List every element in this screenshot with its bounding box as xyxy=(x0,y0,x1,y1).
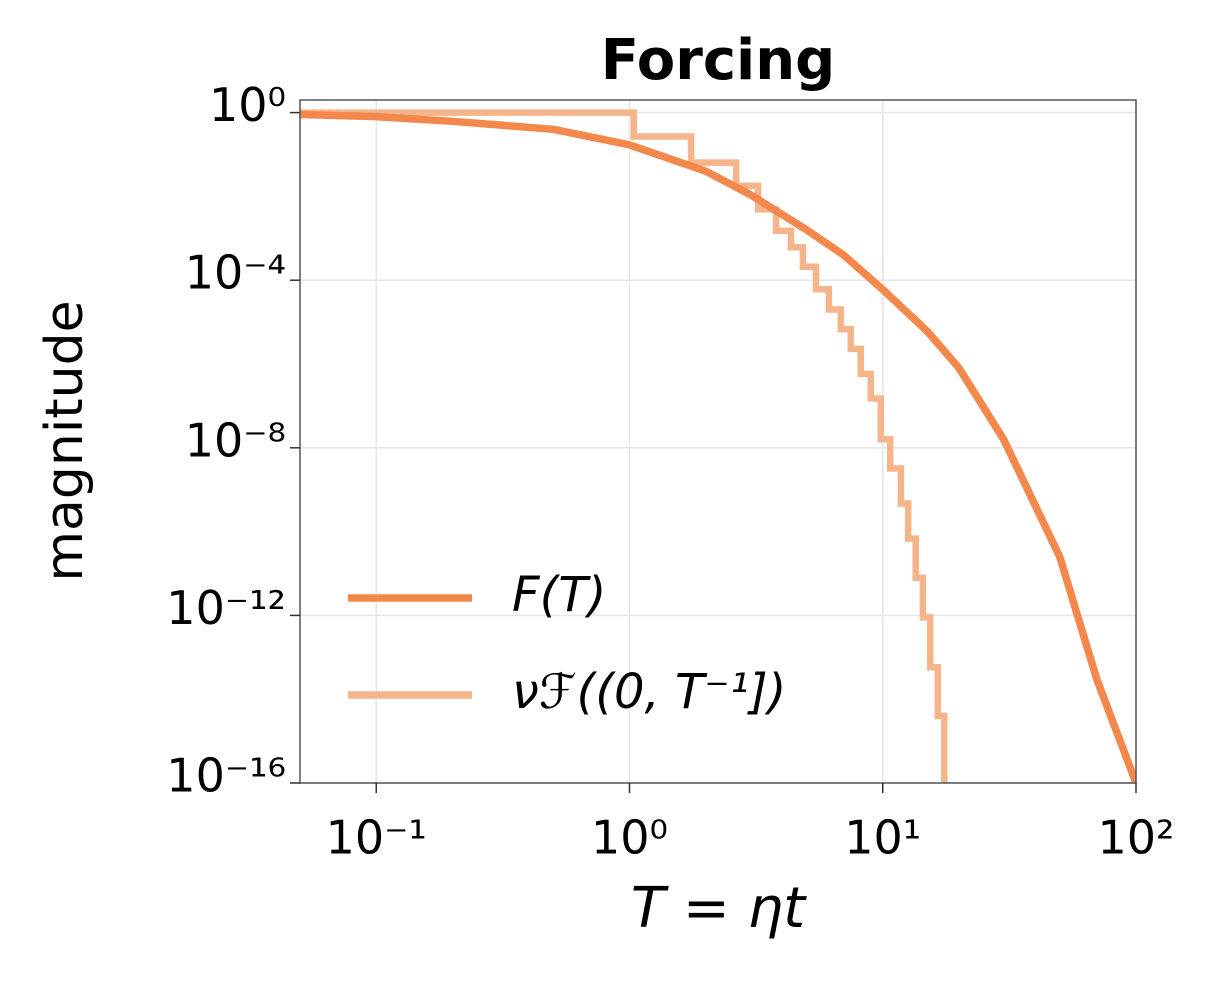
y-tick-label: 10⁻⁸ xyxy=(185,413,286,467)
x-tick-label: 10⁰ xyxy=(591,811,668,865)
x-tick-label: 10² xyxy=(1098,811,1175,865)
y-axis-label: magnitude xyxy=(35,300,95,581)
x-axis-label: T = ηt xyxy=(631,876,807,941)
y-tick-label: 10⁰ xyxy=(209,78,286,132)
y-tick-label: 10⁻¹⁶ xyxy=(166,749,286,803)
plot-frame xyxy=(299,99,1137,784)
x-tick-label: 10¹ xyxy=(844,811,921,865)
x-tick-label: 10⁻¹ xyxy=(326,811,427,865)
legend-label: νℱ((0, T⁻¹]) xyxy=(512,664,786,720)
legend: F(T) νℱ((0, T⁻¹]) xyxy=(348,567,786,720)
y-tick-label: 10⁻⁴ xyxy=(185,246,286,300)
chart-title: Forcing xyxy=(601,28,835,93)
y-tick-label: 10⁻¹² xyxy=(166,581,286,635)
axes: 10⁻¹ 10⁰ 10¹ 10² 10⁰ 10⁻⁴ 10⁻⁸ 10⁻¹² 10⁻¹⁶ xyxy=(166,78,1174,864)
legend-label: F(T) xyxy=(512,567,606,623)
plot-area xyxy=(300,109,1136,783)
series-line xyxy=(300,110,1136,783)
